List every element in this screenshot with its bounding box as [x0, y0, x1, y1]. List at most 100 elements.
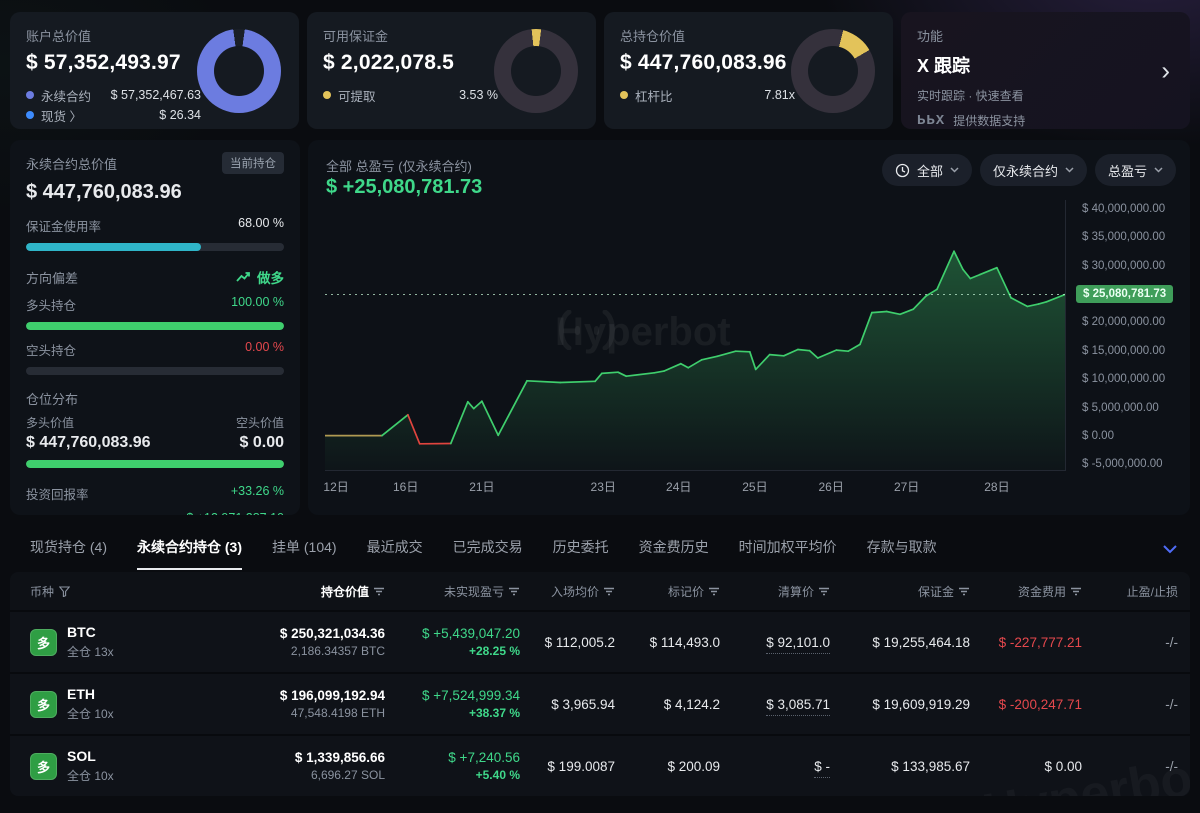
mark-price-cell: $ 114,493.0 — [649, 634, 720, 650]
filter-metric[interactable]: 总盈亏 — [1094, 154, 1176, 186]
column-header-1[interactable]: 持仓价值 — [215, 583, 385, 600]
filter-time-range[interactable]: 全部 — [881, 154, 972, 186]
upnl-label: 未实现盈亏 — [26, 511, 89, 515]
filter-account-scope[interactable]: 仅永续合约 — [979, 154, 1087, 186]
upnl-value: $ +12,971,287.10 — [186, 511, 284, 515]
perp-position-panel: 永续合约总价值 当前持仓 $ 447,760,083.96 保证金使用率 68.… — [10, 140, 300, 515]
coin-margin-mode: 全仓 13x — [67, 645, 114, 659]
card-feature-tracking[interactable]: 功能 X 跟踪 实时跟踪 · 快速查看 ЬЬX 提供数据支持 › — [901, 12, 1190, 129]
tpsl-cell[interactable]: -/- — [1165, 758, 1178, 774]
tab-3[interactable]: 最近成交 — [366, 539, 423, 555]
position-row-SOL[interactable]: 多 SOL 全仓 10x $ 1,339,856.66 6,696.27 SOL … — [10, 734, 1190, 796]
tab-8[interactable]: 存款与取款 — [866, 539, 937, 555]
tab-4[interactable]: 已完成交易 — [452, 539, 523, 555]
column-header-6[interactable]: 保证金 — [830, 583, 970, 600]
liq-price-cell: $ 3,085.71 — [720, 696, 830, 716]
roi-label: 投资回报率 — [26, 488, 89, 502]
short-pos-bar — [26, 367, 284, 375]
legend-label: 永续合约 — [41, 89, 92, 104]
column-header-0[interactable]: 币种 — [30, 583, 215, 600]
tpsl-cell[interactable]: -/- — [1165, 634, 1178, 650]
y-axis-tick: $ 5,000,000.00 — [1082, 401, 1159, 414]
x-axis-tick: 27日 — [893, 480, 920, 494]
chevron-right-icon[interactable]: › — [1161, 55, 1170, 85]
short-pos-value: 0.00 % — [245, 340, 284, 354]
long-pos-value: 100.00 % — [231, 295, 284, 309]
distribution-bar — [26, 460, 284, 468]
direction-label: 方向偏差 — [26, 270, 79, 286]
tab-1[interactable]: 永续合约持仓 (3) — [137, 537, 242, 570]
coin-symbol: SOL — [67, 748, 96, 764]
bbx-logo: ЬЬX — [917, 112, 946, 129]
margin-cell: $ 19,609,919.29 — [872, 696, 970, 712]
collapse-chevron-icon[interactable] — [1162, 544, 1178, 554]
legend-value: 7.81x — [764, 88, 795, 102]
trend-up-icon — [236, 272, 250, 282]
long-value-label: 多头价值 — [26, 416, 75, 430]
x-axis-tick: 25日 — [742, 480, 768, 494]
column-header-4[interactable]: 标记价 — [615, 583, 720, 600]
coin-cell: 多 BTC 全仓 13x — [30, 624, 215, 660]
distribution-label: 仓位分布 — [26, 392, 79, 407]
y-axis-tick: $ -5,000,000.00 — [1082, 458, 1163, 471]
unrealized-pnl-cell: $ +5,439,047.20 +28.25 % — [422, 626, 520, 658]
legend-row-leverage: 杠杆比 7.81x — [620, 85, 795, 105]
sort-icon — [604, 587, 614, 595]
legend-label[interactable]: 现货 〉 — [41, 109, 82, 124]
chart-label: 全部 总盈亏 (仅永续合约) — [326, 159, 472, 174]
column-header-7[interactable]: 资金费用 — [970, 583, 1082, 600]
sort-icon — [819, 587, 829, 595]
tpsl-cell[interactable]: -/- — [1165, 696, 1178, 712]
pnl-chart-panel: 全部 总盈亏 (仅永续合约) $ +25,080,781.73 全部 仅永续合约… — [308, 140, 1190, 515]
entry-price-cell: $ 3,965.94 — [551, 696, 615, 712]
chart-filters: 全部 仅永续合约 总盈亏 — [881, 154, 1176, 186]
long-pos-label: 多头持仓 — [26, 299, 77, 313]
card-value: $ 2,022,078.5 — [323, 51, 455, 74]
current-position-badge: 当前持仓 — [222, 152, 284, 174]
y-axis: $ 40,000,000.00 $ 35,000,000.00 $ 30,000,0… — [1076, 200, 1180, 470]
y-axis-tick: $ 35,000,000.00 — [1082, 231, 1166, 244]
summary-cards: 账户总价值 $ 57,352,493.97 永续合约 $ 57,352,467.… — [10, 12, 1190, 129]
column-header-2[interactable]: 未实现盈亏 — [385, 583, 520, 600]
axis-divider — [1065, 200, 1066, 470]
card-value: $ 57,352,493.97 — [26, 51, 181, 74]
account-donut-chart — [197, 28, 281, 113]
roi-value: +33.26 % — [230, 484, 284, 498]
mark-price-cell: $ 4,124.2 — [663, 696, 720, 712]
position-row-ETH[interactable]: 多 ETH 全仓 10x $ 196,099,192.94 47,548.4198… — [10, 672, 1190, 734]
legend-row-spot[interactable]: 现货 〉 $ 26.34 — [26, 105, 201, 125]
perp-total-value: $ 447,760,083.96 — [26, 181, 182, 203]
column-header-3[interactable]: 入场均价 — [520, 583, 615, 600]
tab-7[interactable]: 时间加权平均价 — [738, 539, 837, 555]
clock-icon — [895, 163, 910, 177]
margin-usage-bar — [26, 243, 284, 251]
tab-2[interactable]: 挂单 (104) — [272, 539, 337, 555]
tab-0[interactable]: 现货持仓 (4) — [30, 539, 107, 555]
short-value: $ 0.00 — [239, 434, 284, 451]
legend-row-perp: 永续合约 $ 57,352,467.63 — [26, 85, 201, 105]
margin-cell: $ 19,255,464.18 — [872, 634, 970, 650]
position-row-BTC[interactable]: 多 BTC 全仓 13x $ 250,321,034.36 2,186.34357… — [10, 610, 1190, 672]
short-value-label: 空头价值 — [235, 416, 284, 430]
pnl-area-chart[interactable]: Hyperbot — [325, 200, 1065, 470]
feature-label: 功能 — [917, 29, 944, 44]
tab-6[interactable]: 资金费历史 — [638, 539, 709, 555]
column-header-8[interactable]: 止盈/止损 — [1126, 584, 1178, 599]
direction-value: 做多 — [236, 267, 284, 287]
y-axis-tick: $ 20,000,000.00 — [1082, 316, 1166, 329]
x-axis-tick: 24日 — [666, 480, 692, 494]
position-value-cell: $ 196,099,192.94 47,548.4198 ETH — [279, 688, 385, 720]
sort-icon — [1071, 587, 1081, 595]
column-header-5[interactable]: 清算价 — [720, 583, 830, 600]
short-pos-label: 空头持仓 — [26, 344, 77, 358]
tab-5[interactable]: 历史委托 — [552, 539, 609, 555]
position-donut-chart — [791, 28, 875, 113]
panel-title: 永续合约总价值 — [26, 156, 118, 172]
card-available-margin: 可用保证金 $ 2,022,078.5 可提取 3.53 % — [307, 12, 596, 129]
long-side-icon: 多 — [30, 690, 57, 718]
legend-label: 杠杆比 — [635, 89, 673, 104]
card-legend: 可提取 3.53 % — [323, 85, 498, 105]
feature-title: X 跟踪 — [917, 56, 971, 76]
x-axis-tick: 12日 — [323, 480, 349, 494]
